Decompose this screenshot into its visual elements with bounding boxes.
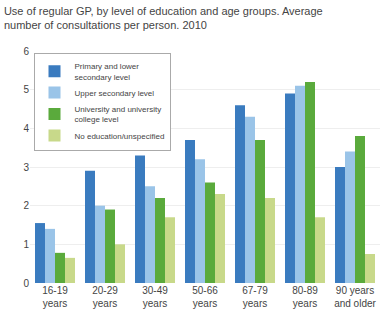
svg-text:1: 1 xyxy=(23,239,29,250)
svg-text:Upper secondary level: Upper secondary level xyxy=(75,89,155,98)
svg-text:Primary and lowersecondary lev: Primary and lowersecondary level xyxy=(75,62,140,81)
svg-text:30-49years: 30-49years xyxy=(142,285,168,309)
svg-text:50-66years: 50-66years xyxy=(192,285,218,309)
svg-text:80-89years: 80-89years xyxy=(292,285,318,309)
svg-text:20-29years: 20-29years xyxy=(92,285,118,309)
svg-text:90 yearsand older: 90 yearsand older xyxy=(334,285,376,309)
svg-text:2: 2 xyxy=(23,200,29,211)
svg-text:Use of regular GP, by level of: Use of regular GP, by level of education… xyxy=(4,5,323,31)
svg-text:0: 0 xyxy=(23,278,29,289)
svg-text:No education/unspecified: No education/unspecified xyxy=(75,132,165,141)
svg-text:16-19years: 16-19years xyxy=(42,285,68,309)
svg-text:6: 6 xyxy=(23,46,29,57)
svg-text:4: 4 xyxy=(23,123,29,134)
svg-text:5: 5 xyxy=(23,84,29,95)
svg-text:3: 3 xyxy=(23,162,29,173)
svg-text:University and universitycolle: University and universitycollege level xyxy=(75,105,162,124)
svg-text:67-79years: 67-79years xyxy=(242,285,268,309)
